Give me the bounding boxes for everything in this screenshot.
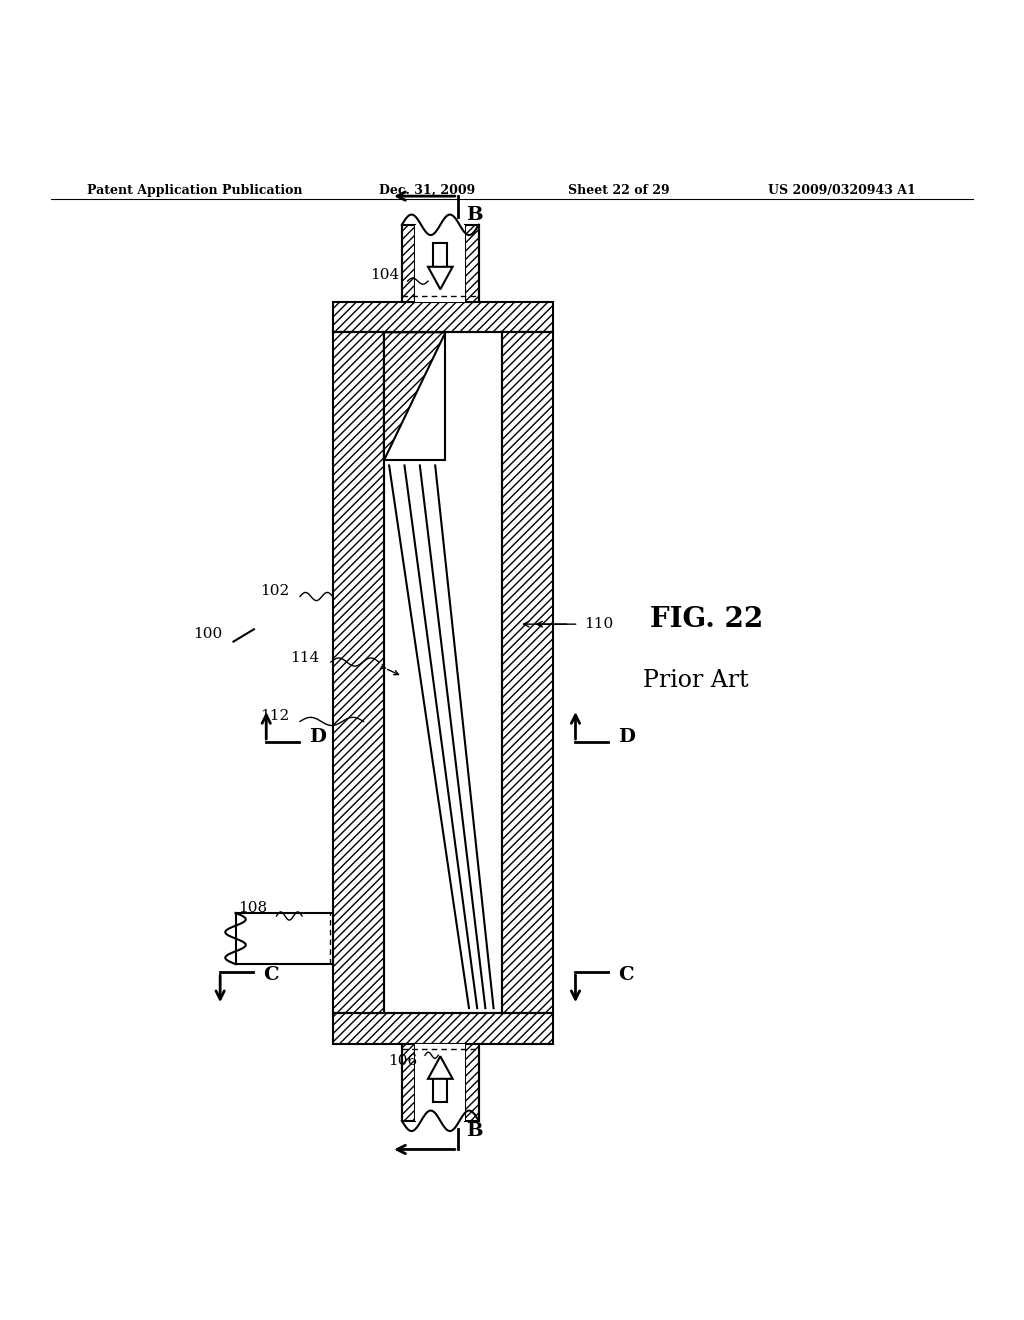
Text: 104: 104 [371, 268, 399, 282]
Text: US 2009/0320943 A1: US 2009/0320943 A1 [768, 183, 915, 197]
Text: D: D [309, 727, 327, 746]
Polygon shape [465, 1044, 478, 1121]
Text: C: C [618, 966, 634, 985]
Text: FIG. 22: FIG. 22 [650, 606, 764, 632]
Text: B: B [466, 1122, 482, 1140]
Text: 110: 110 [584, 618, 613, 631]
Text: 108: 108 [239, 900, 267, 915]
Text: C: C [263, 966, 279, 985]
Text: 106: 106 [388, 1055, 417, 1068]
Polygon shape [401, 1044, 416, 1121]
Polygon shape [333, 333, 384, 1014]
Polygon shape [333, 1014, 553, 1044]
Polygon shape [236, 913, 333, 964]
Text: Sheet 22 of 29: Sheet 22 of 29 [568, 183, 670, 197]
Text: 112: 112 [260, 709, 289, 723]
Polygon shape [416, 224, 465, 301]
Polygon shape [384, 333, 502, 1014]
Text: Prior Art: Prior Art [643, 669, 749, 692]
Text: 114: 114 [291, 651, 319, 665]
Polygon shape [428, 267, 453, 289]
Polygon shape [384, 333, 445, 461]
Text: B: B [466, 206, 482, 223]
Text: 100: 100 [194, 627, 222, 642]
Polygon shape [384, 333, 445, 461]
Polygon shape [401, 224, 416, 301]
Text: 102: 102 [260, 585, 289, 598]
Text: Patent Application Publication: Patent Application Publication [87, 183, 302, 197]
Text: D: D [618, 727, 636, 746]
Polygon shape [333, 301, 553, 333]
Polygon shape [428, 1056, 453, 1078]
Polygon shape [465, 224, 478, 301]
Polygon shape [502, 333, 553, 1014]
Polygon shape [416, 1044, 465, 1121]
Text: Dec. 31, 2009: Dec. 31, 2009 [379, 183, 475, 197]
